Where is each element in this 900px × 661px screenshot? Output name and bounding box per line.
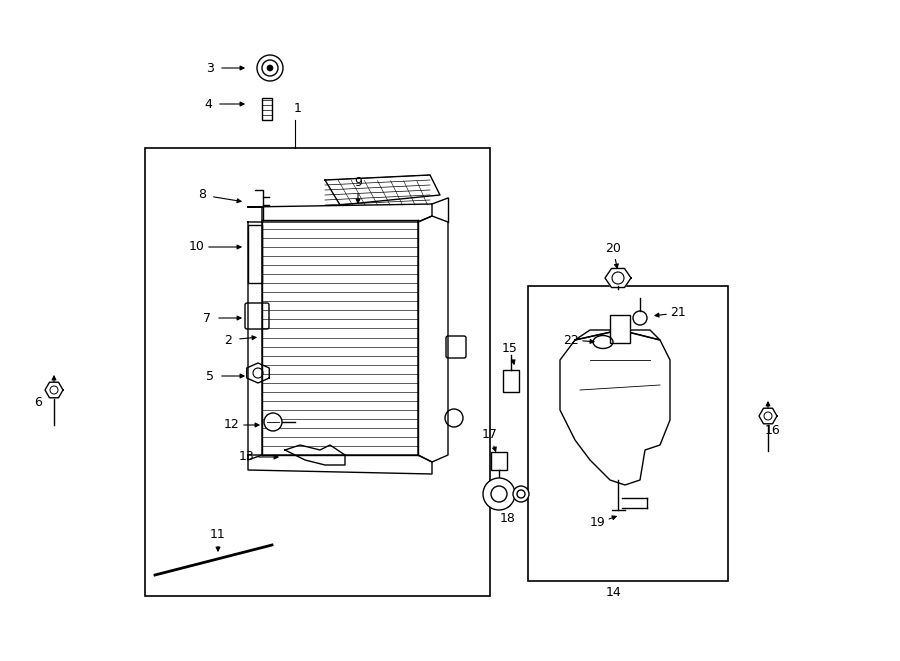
Text: 16: 16 [765, 424, 781, 436]
Circle shape [257, 55, 283, 81]
FancyBboxPatch shape [446, 336, 466, 358]
Bar [491, 452, 507, 470]
Circle shape [267, 65, 273, 71]
Text: 6: 6 [34, 397, 42, 410]
Circle shape [264, 413, 282, 431]
Text: 20: 20 [605, 241, 621, 254]
Text: 18: 18 [500, 512, 516, 525]
Text: 8: 8 [198, 188, 206, 202]
Text: 11: 11 [210, 529, 226, 541]
Text: 10: 10 [189, 241, 205, 254]
Circle shape [491, 486, 507, 502]
Circle shape [445, 409, 463, 427]
Text: 1: 1 [294, 102, 302, 114]
Text: 7: 7 [203, 311, 211, 325]
Polygon shape [45, 382, 63, 398]
Polygon shape [605, 268, 631, 288]
Text: 17: 17 [482, 428, 498, 442]
Text: 21: 21 [670, 307, 686, 319]
Polygon shape [248, 204, 432, 222]
Text: 22: 22 [563, 334, 579, 346]
Bar [262, 98, 272, 120]
Polygon shape [248, 222, 262, 460]
Text: 5: 5 [206, 369, 214, 383]
Text: 19: 19 [590, 516, 606, 529]
Text: 12: 12 [224, 418, 240, 432]
Bar [610, 315, 630, 343]
Circle shape [513, 486, 529, 502]
Circle shape [483, 478, 515, 510]
Polygon shape [759, 408, 777, 424]
Text: 4: 4 [204, 98, 212, 110]
Text: 2: 2 [224, 334, 232, 346]
Text: 9: 9 [354, 176, 362, 188]
FancyBboxPatch shape [245, 303, 269, 329]
Bar [145, 148, 490, 596]
Text: 3: 3 [206, 61, 214, 75]
Bar [248, 225, 262, 283]
Text: 15: 15 [502, 342, 518, 354]
Text: 13: 13 [239, 451, 255, 463]
Circle shape [517, 490, 525, 498]
Bar [503, 370, 519, 392]
Polygon shape [560, 330, 670, 485]
Polygon shape [247, 363, 269, 383]
Circle shape [262, 60, 278, 76]
Polygon shape [418, 216, 448, 462]
Circle shape [633, 311, 647, 325]
Polygon shape [285, 445, 345, 465]
Bar [528, 286, 728, 581]
Polygon shape [248, 455, 432, 474]
Polygon shape [325, 175, 440, 205]
Text: 14: 14 [606, 586, 622, 598]
